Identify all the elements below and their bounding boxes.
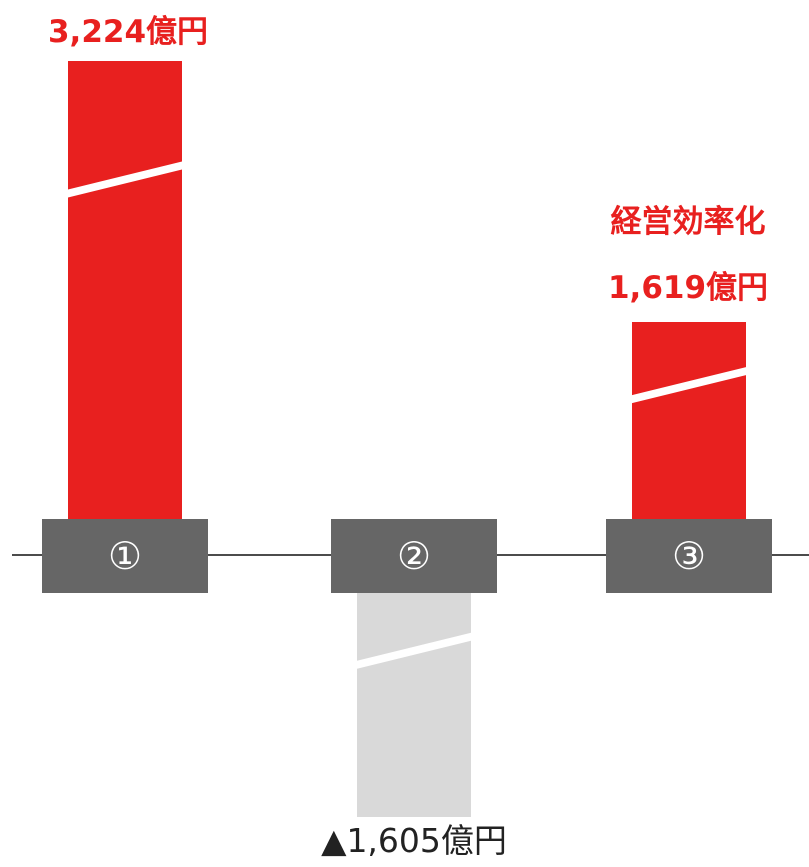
axis-break-mark-2 (357, 632, 471, 669)
axis-break-mark-1 (68, 161, 182, 198)
bar-annotation-3: 経営効率化 (611, 204, 766, 240)
category-box-1 (42, 519, 208, 593)
value-label-1: 3,224億円 (48, 14, 208, 50)
category-box-3 (606, 519, 772, 593)
category-label-3: ③ (672, 534, 706, 578)
bar-2 (357, 593, 471, 817)
value-label-3: 1,619億円 (608, 270, 768, 306)
bar-3 (632, 322, 746, 519)
category-label-1: ① (108, 534, 142, 578)
category-box-2 (331, 519, 497, 593)
bar-1 (68, 61, 182, 519)
value-label-2: ▲1,605億円 (321, 821, 507, 860)
category-label-2: ② (397, 534, 431, 578)
axis-break-mark-3 (632, 367, 746, 404)
